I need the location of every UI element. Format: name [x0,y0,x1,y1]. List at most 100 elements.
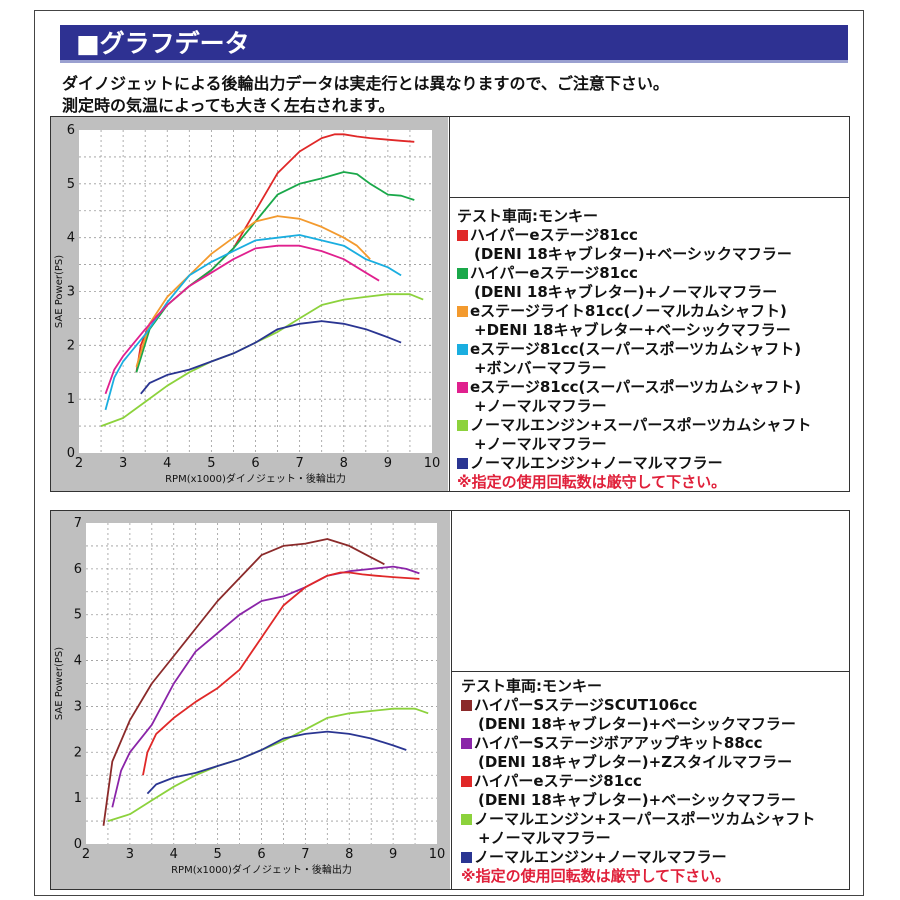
legend-label-continued: (DENI 18キャブレター)+ノーマルマフラー [474,283,778,301]
legend-swatch [457,306,468,317]
legend-label-continued: (DENI 18キャブレター)+ベーシックマフラー [478,791,796,809]
y-tick-label: 6 [74,562,82,577]
y-axis-label: SAE Power(PS) [54,647,65,720]
legend-label: ハイパーeステージ81cc [470,226,638,244]
series-line [146,730,407,795]
legend-label-continued: +ボンバーマフラー [474,359,607,377]
legend-label-continued: +ノーマルマフラー [474,397,607,415]
legend-swatch [457,344,468,355]
y-tick-label: 2 [74,745,82,760]
legend-label-continued: (DENI 18キャブレター)+Zスタイルマフラー [478,753,793,771]
x-tick-label: 3 [126,847,134,862]
legend-item: ハイパーeステージ81cc [461,772,815,791]
series-line [135,215,371,368]
legend-vehicle: テスト車両:モンキー [461,677,602,695]
x-tick-label: 8 [345,847,353,862]
legend-item: ハイパーSステージボアアップキット88cc [461,734,815,753]
y-tick-label: 3 [74,699,82,714]
x-tick-label: 7 [295,456,303,471]
series-line [102,538,385,826]
y-tick-label: 1 [74,791,82,806]
x-tick-label: 6 [251,456,259,471]
x-tick-label: 6 [257,847,265,862]
series-line [100,293,424,427]
legend-label: ノーマルエンジン+ノーマルマフラー [470,454,723,472]
x-tick-label: 2 [82,847,90,862]
legend-2: テスト車両:モンキー ハイパーSステージSCUT106cc (DENI 18キャブ… [461,677,815,886]
x-tick-label: 9 [389,847,397,862]
x-tick-label: 9 [384,456,392,471]
legend-swatch [457,458,468,469]
legend-label-continued: (DENI 18キャブレター)+ベーシックマフラー [474,245,792,263]
x-tick-label: 4 [170,847,178,862]
x-tick-label: 10 [429,847,446,862]
legend-item: eステージ81cc(スーパースポーツカムシャフト) [457,340,811,359]
x-axis-label: RPM(x1000)ダイノジェット・後輪出力 [165,472,346,485]
legend-label-continued: +ノーマルマフラー [478,829,611,847]
y-tick-label: 2 [67,338,75,353]
x-tick-label: 5 [207,456,215,471]
legend-label: eステージ81cc(スーパースポーツカムシャフト) [470,340,802,358]
x-tick-label: 8 [340,456,348,471]
series-line [111,565,420,808]
y-tick-label: 1 [67,392,75,407]
y-tick-label: 0 [74,837,82,852]
legend-label-continued: (DENI 18キャブレター)+ベーシックマフラー [478,715,796,733]
legend-label-continued: +DENI 18キャブレター+ベーシックマフラー [474,321,791,339]
power-chart-2: 2 3 4 5 6 7 8 9 1001234567RPM(x1000)ダイノジェット・後輪出力… [51,511,450,889]
series-line [107,707,429,822]
legend-1: テスト車両:モンキー ハイパーeステージ81cc (DENI 18キャブレター)+… [457,207,811,492]
y-tick-label: 5 [74,608,82,623]
y-tick-label: 7 [74,516,82,531]
legend-item: eステージ81cc(スーパースポーツカムシャフト) [457,378,811,397]
legend-label: ノーマルエンジン+ノーマルマフラー [474,848,727,866]
legend-label: ハイパーeステージ81cc [470,264,638,282]
y-tick-label: 3 [67,285,75,300]
series-line [142,571,420,776]
y-tick-label: 6 [67,123,75,138]
warning-text: ※指定の使用回転数は厳守して下さい。 [461,867,731,885]
power-chart-1: 2 3 4 5 6 7 8 9 100123456RPM(x1000)ダイノジェット・後輪出力S… [51,117,448,491]
y-tick-label: 4 [67,231,75,246]
legend-swatch [457,230,468,241]
y-tick-label: 5 [67,177,75,192]
legend-vehicle: テスト車両:モンキー [457,207,598,225]
legend-label: ノーマルエンジン+スーパースポーツカムシャフト [474,810,816,828]
series-line [104,244,380,395]
legend-swatch [457,268,468,279]
x-tick-label: 2 [75,456,83,471]
legend-item: ハイパーSステージSCUT106cc [461,696,815,715]
legend-label: ハイパーeステージ81cc [474,772,642,790]
x-tick-label: 10 [424,456,441,471]
legend-item: ノーマルエンジン+スーパースポーツカムシャフト [461,810,815,829]
legend-item: ハイパーeステージ81cc [457,264,811,283]
legend-item: ノーマルエンジン+スーパースポーツカムシャフト [457,416,811,435]
legend-swatch [461,700,472,711]
legend-swatch [461,776,472,787]
x-tick-label: 5 [213,847,221,862]
legend-swatch [461,852,472,863]
x-tick-label: 7 [301,847,309,862]
y-axis-label: SAE Power(PS) [54,255,65,328]
y-tick-label: 4 [74,654,82,669]
temperature-note: 測定時の気温によっても大きく左右されます。 [62,96,395,115]
legend-label: eステージライト81cc(ノーマルカムシャフト) [470,302,787,320]
legend-label: ノーマルエンジン+スーパースポーツカムシャフト [470,416,812,434]
legend-label: ハイパーSステージボアアップキット88cc [474,734,763,752]
legend-label: ハイパーSステージSCUT106cc [474,696,698,714]
section-title: ■グラフデータ [60,25,848,63]
legend-item: ハイパーeステージ81cc [457,226,811,245]
x-tick-label: 4 [163,456,171,471]
legend-swatch [461,814,472,825]
legend-swatch [461,738,472,749]
series-line [140,320,402,395]
legend-swatch [457,420,468,431]
series-line [104,234,402,411]
x-tick-label: 3 [119,456,127,471]
warning-text: ※指定の使用回転数は厳守して下さい。 [457,473,727,491]
legend-label: eステージ81cc(スーパースポーツカムシャフト) [470,378,802,396]
x-axis-label: RPM(x1000)ダイノジェット・後輪出力 [171,863,352,876]
legend-item: eステージライト81cc(ノーマルカムシャフト) [457,302,811,321]
legend-label-continued: +ノーマルマフラー [474,435,607,453]
legend-item: ノーマルエンジン+ノーマルマフラー [461,848,815,867]
